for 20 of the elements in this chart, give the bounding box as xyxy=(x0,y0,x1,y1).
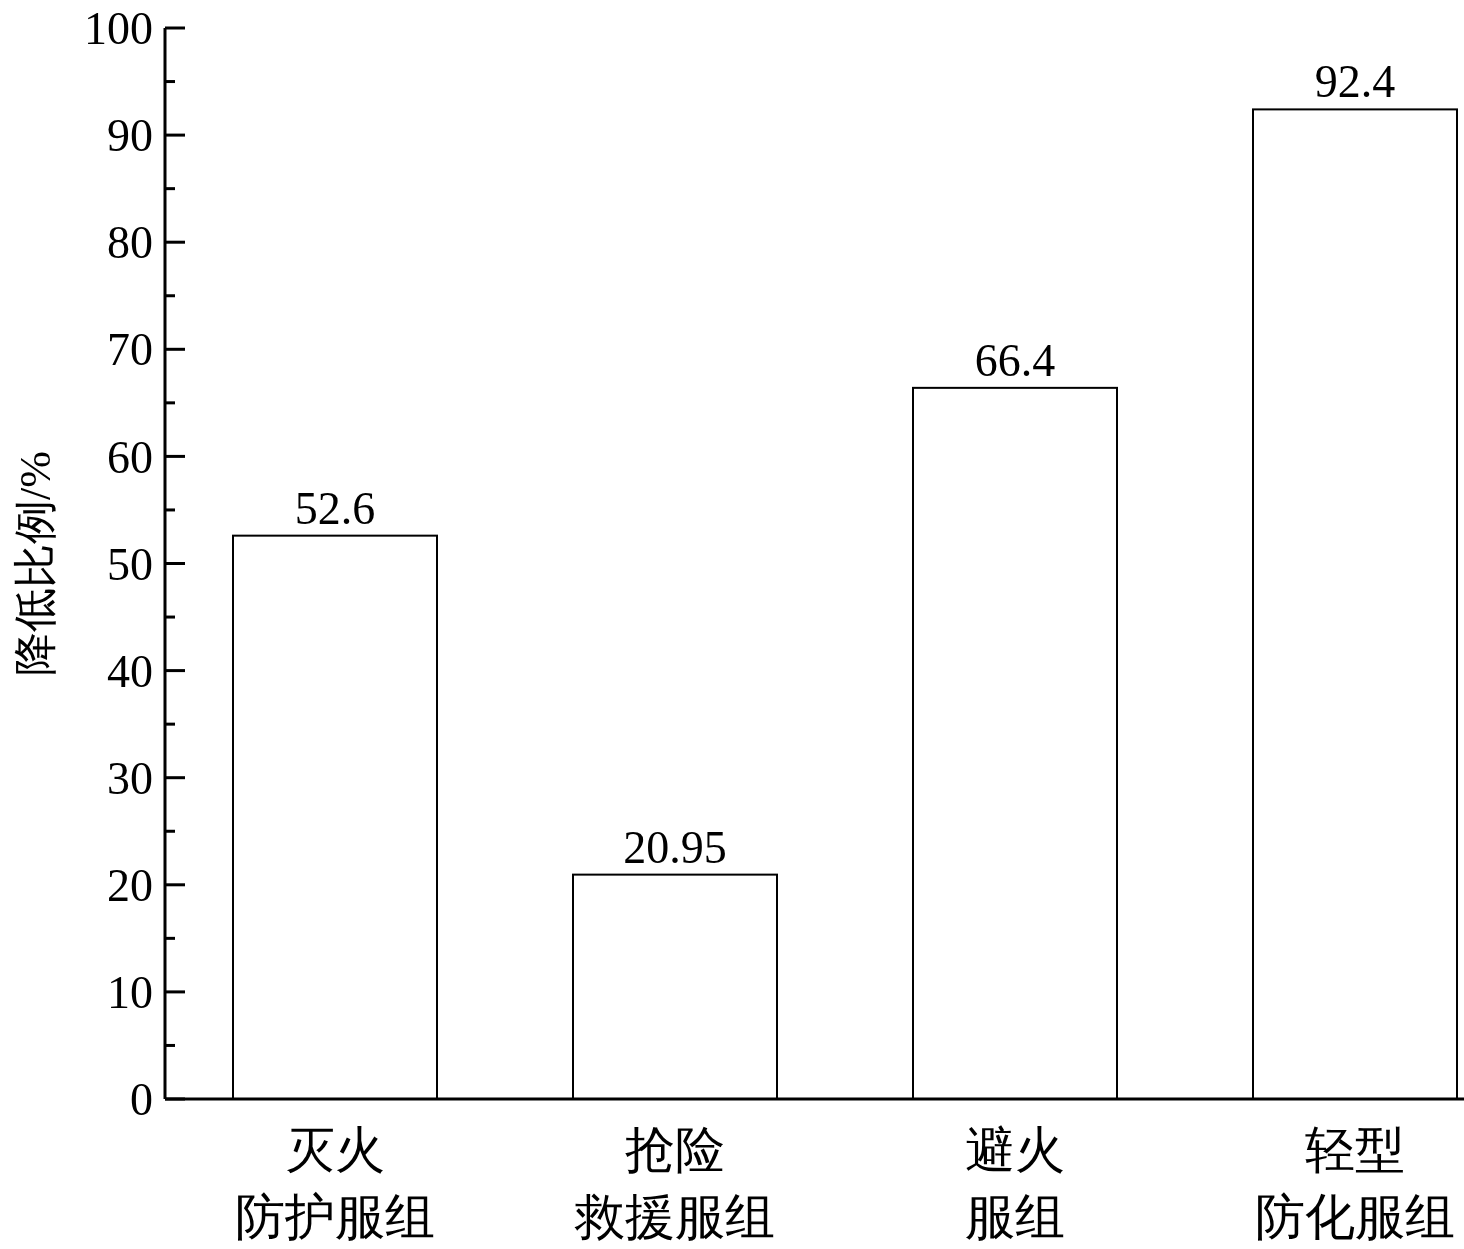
y-tick-label: 40 xyxy=(107,645,153,697)
x-tick-label: 避火服组 xyxy=(965,1122,1065,1245)
y-tick-label: 50 xyxy=(107,538,153,590)
y-tick-label: 0 xyxy=(130,1074,153,1126)
y-tick-label: 20 xyxy=(107,859,153,911)
y-tick-label: 30 xyxy=(107,752,153,804)
y-tick-label: 100 xyxy=(84,3,153,55)
x-tick-label: 轻型防化服组 xyxy=(1255,1122,1455,1245)
x-tick-label: 抢险救援服组 xyxy=(574,1122,775,1245)
x-tick-label: 灭火防护服组 xyxy=(235,1122,435,1245)
data-label: 20.95 xyxy=(623,821,727,873)
y-axis-title: 降低比例/% xyxy=(11,451,60,676)
y-tick-label: 70 xyxy=(107,324,153,376)
y-tick-label: 10 xyxy=(107,967,153,1018)
y-tick-label: 80 xyxy=(107,217,153,269)
y-tick-label: 60 xyxy=(107,431,153,483)
data-label: 52.6 xyxy=(294,482,376,534)
y-tick-label: 90 xyxy=(107,110,153,162)
data-label: 66.4 xyxy=(974,334,1056,386)
data-label: 92.4 xyxy=(1314,56,1396,108)
